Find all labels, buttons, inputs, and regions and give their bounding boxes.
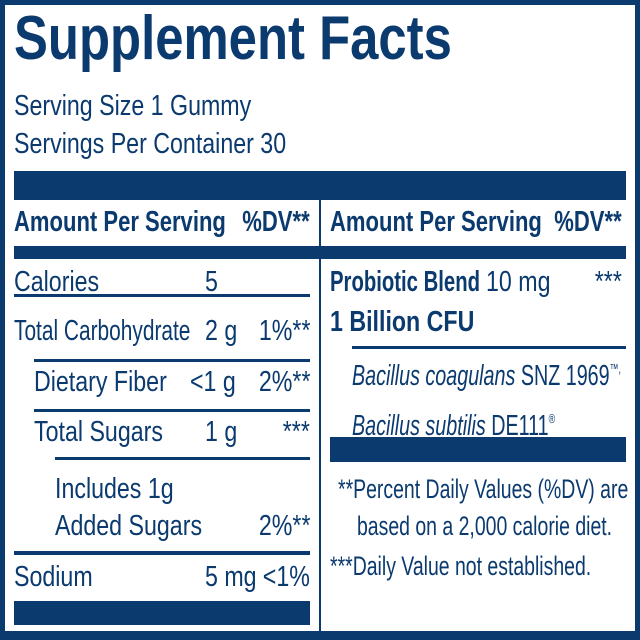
row-added-sugars-dv: 2%** — [258, 510, 310, 542]
strain-1: Bacillus coagulans SNZ 1969™, — [352, 360, 621, 392]
probiotic-blend-name: Probiotic Blend — [330, 266, 481, 298]
row-fiber-dv: 2%** — [258, 366, 310, 398]
row-sugars-name: Total Sugars — [34, 416, 163, 448]
header-divider — [14, 246, 626, 259]
row-carbohydrate-name: Total Carbohydrate — [14, 315, 191, 347]
right-header-dv: %DV** — [554, 206, 622, 238]
bottom-divider-right — [330, 437, 626, 462]
thick-divider — [14, 171, 626, 200]
probiotic-blend-dv: *** — [594, 266, 622, 298]
bottom-divider-left — [14, 601, 310, 625]
row-divider — [14, 551, 310, 555]
row-sodium-name: Sodium — [14, 561, 93, 593]
row-added-sugars-line2: Added Sugars — [55, 510, 203, 542]
serving-size: Serving Size 1 Gummy — [14, 90, 252, 122]
row-sodium-amount: 5 mg — [205, 561, 257, 593]
row-calories-name: Calories — [14, 266, 100, 298]
footnote-not-established: ***Daily Value not established. — [330, 551, 592, 581]
left-header-dv: %DV** — [242, 206, 310, 238]
strain-2: Bacillus subtilis DE111® — [352, 410, 556, 442]
row-divider — [14, 294, 310, 297]
left-header-amount: Amount Per Serving — [14, 206, 226, 238]
row-divider — [55, 457, 310, 460]
probiotic-blend-amount: 10 mg — [486, 266, 551, 298]
servings-per-container: Servings Per Container 30 — [14, 128, 287, 160]
row-carbohydrate-amount: 2 g — [205, 315, 238, 347]
row-fiber-name: Dietary Fiber — [34, 366, 167, 398]
row-divider — [352, 346, 626, 349]
row-carbohydrate-dv: 1%** — [258, 315, 310, 347]
row-sugars-dv: *** — [282, 416, 310, 448]
right-header-amount: Amount Per Serving — [330, 206, 542, 238]
footnote-dv: **Percent Daily Values (%DV) are — [338, 474, 629, 504]
probiotic-cfu: 1 Billion CFU — [330, 306, 475, 338]
row-divider — [34, 359, 310, 362]
row-calories-amount: 5 — [205, 266, 218, 298]
column-divider — [319, 200, 321, 632]
page-title: Supplement Facts — [14, 4, 452, 73]
row-divider — [34, 409, 310, 412]
row-added-sugars-line1: Includes 1g — [55, 473, 174, 505]
footnote-dv-line2: based on a 2,000 calorie diet. — [357, 511, 613, 541]
row-sugars-amount: 1 g — [205, 416, 238, 448]
row-sodium-dv: <1% — [262, 561, 310, 593]
row-fiber-amount: <1 g — [190, 366, 236, 398]
